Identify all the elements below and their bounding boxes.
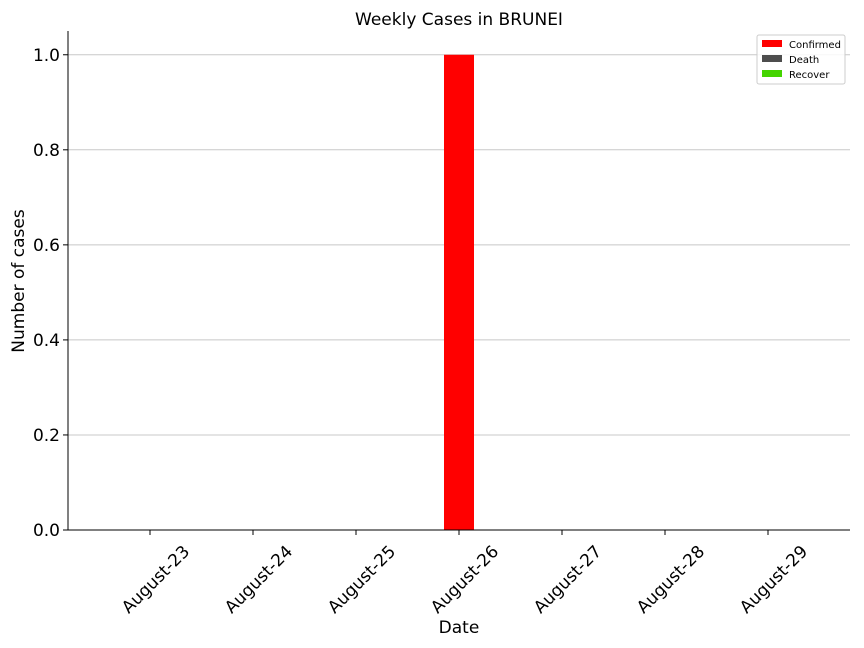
x-tick-label: August-29 bbox=[736, 542, 812, 618]
y-tick-label: 0.8 bbox=[33, 141, 60, 161]
chart-title: Weekly Cases in BRUNEI bbox=[355, 10, 563, 30]
y-tick-label: 0.0 bbox=[33, 521, 60, 541]
x-axis-label: Date bbox=[439, 618, 480, 638]
legend-label: Confirmed bbox=[789, 40, 841, 51]
legend-label: Death bbox=[789, 55, 819, 66]
x-tick-label: August-27 bbox=[530, 542, 606, 618]
y-axis-ticks: 0.0 0.2 0.4 0.6 0.8 1.0 bbox=[33, 46, 68, 541]
x-tick-label: August-28 bbox=[633, 542, 709, 618]
legend-swatch bbox=[762, 55, 782, 62]
x-tick-label: August-23 bbox=[118, 542, 194, 618]
y-tick-label: 0.4 bbox=[33, 331, 60, 351]
legend-swatch bbox=[762, 70, 782, 77]
y-tick-label: 0.2 bbox=[33, 426, 60, 446]
y-axis-label: Number of cases bbox=[9, 209, 29, 353]
bars bbox=[444, 54, 474, 531]
x-axis-ticks: August-23 August-24 August-25 August-26 Augu… bbox=[118, 530, 812, 618]
bar-confirmed bbox=[444, 54, 474, 531]
legend-label: Recover bbox=[789, 70, 830, 81]
y-tick-label: 0.6 bbox=[33, 236, 60, 256]
legend: Confirmed Death Recover bbox=[756, 34, 846, 85]
x-tick-label: August-25 bbox=[324, 542, 400, 618]
legend-swatch bbox=[762, 40, 782, 47]
x-tick-label: August-26 bbox=[427, 542, 503, 618]
y-tick-label: 1.0 bbox=[33, 46, 60, 66]
x-tick-label: August-24 bbox=[221, 542, 297, 618]
